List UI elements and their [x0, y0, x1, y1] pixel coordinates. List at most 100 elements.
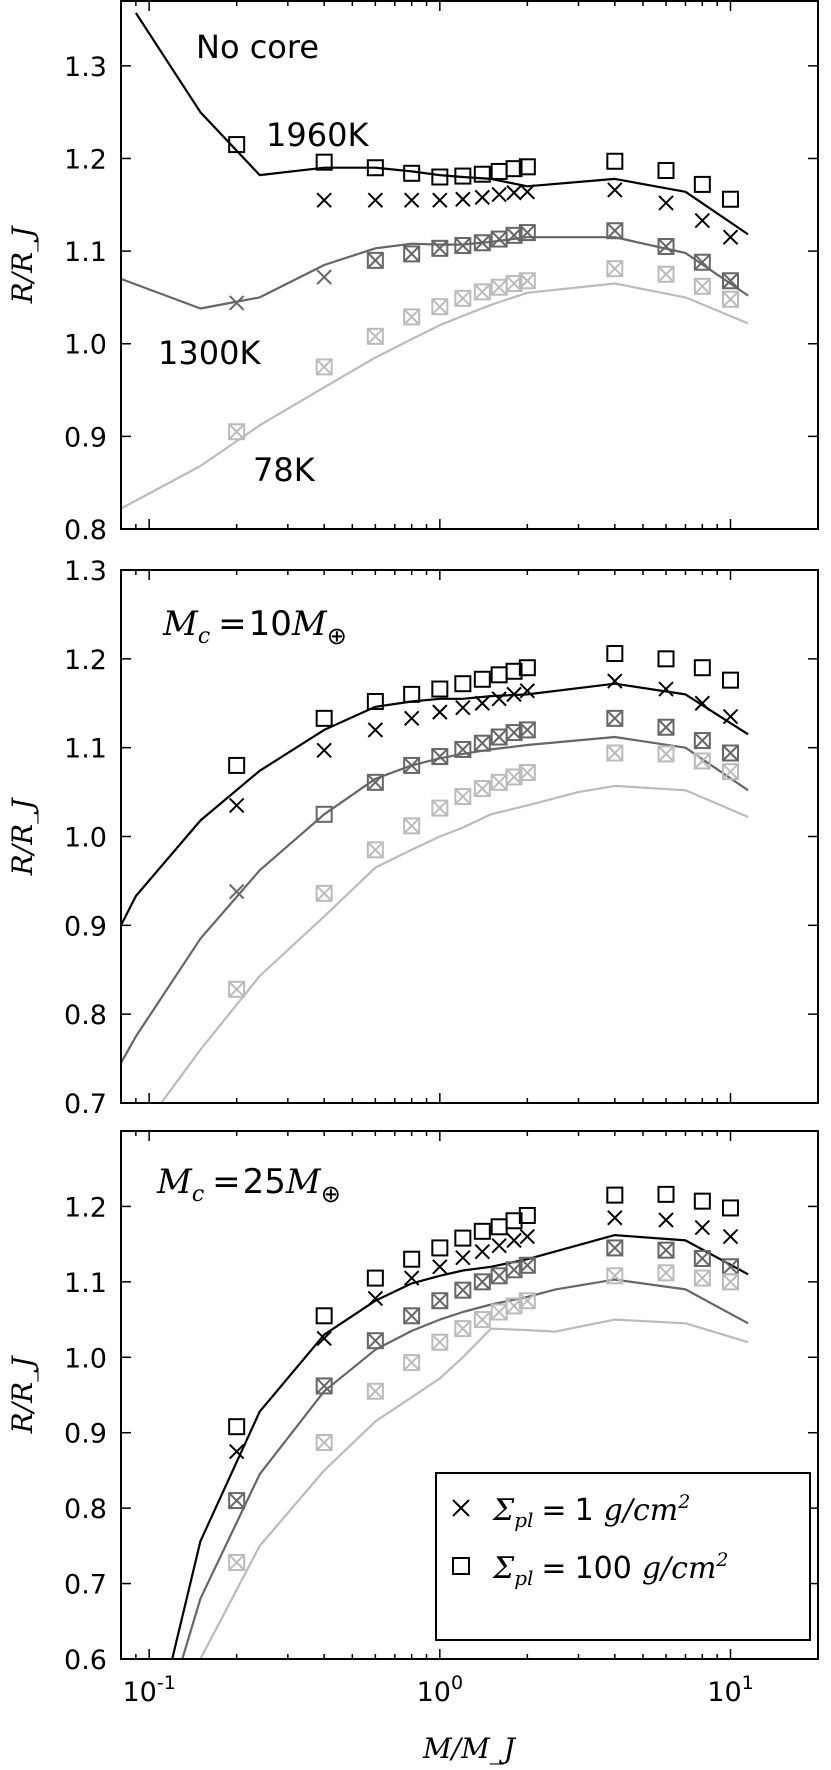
- cross-marker: [506, 1298, 522, 1314]
- model-curve: [134, 12, 749, 236]
- y-tick-label: 0.6: [64, 1645, 107, 1676]
- cross-marker: [367, 1383, 384, 1399]
- cross-marker: [506, 227, 522, 244]
- square-marker: [431, 1333, 449, 1351]
- legend-box: [435, 1472, 811, 1641]
- cross-marker: [519, 764, 536, 781]
- panel-2-ylabel-text: R/R_J: [6, 797, 39, 877]
- legend: Σpl = 1 g/cm2 Σpl = 100 g/cm2: [435, 1472, 811, 1641]
- panel-1-data: [121, 12, 749, 510]
- cross-marker: [228, 1443, 245, 1460]
- cross-marker: [316, 885, 332, 902]
- legend-entry-1: Σpl = 1 g/cm2: [492, 1491, 690, 1532]
- square-marker: [315, 153, 333, 171]
- cross-marker: [367, 842, 384, 858]
- cross-marker: [506, 185, 522, 201]
- panel-2-data: [121, 645, 749, 1103]
- square-marker: [403, 308, 421, 326]
- square-marker: [606, 222, 624, 240]
- square-marker: [473, 1273, 491, 1291]
- square-marker: [722, 763, 740, 781]
- cross-marker: [228, 883, 245, 900]
- cross-marker: [694, 254, 711, 270]
- y-tick-label: 0.9: [64, 911, 107, 942]
- cross-marker: [403, 1354, 420, 1371]
- square-marker: [366, 251, 384, 269]
- cross-marker: [491, 1268, 507, 1284]
- cross-marker: [432, 298, 448, 315]
- square-marker: [693, 732, 711, 750]
- cross-marker: [316, 1434, 332, 1451]
- square-marker: [315, 1377, 333, 1395]
- cross-marker: [491, 279, 507, 295]
- panel-1-ylabel: R/R_J: [6, 225, 39, 305]
- square-marker: [366, 773, 384, 791]
- square-marker: [473, 780, 491, 798]
- y-tick-label: 0.7: [64, 1570, 107, 1601]
- y-tick-label: 0.9: [64, 422, 107, 453]
- panel-2-ticks: [120, 569, 819, 1104]
- square-marker: [473, 1222, 491, 1240]
- cross-marker: [474, 1311, 491, 1328]
- y-tick-label: 0.8: [64, 1000, 107, 1031]
- square-marker: [454, 1281, 472, 1299]
- y-tick-label: 1.1: [64, 1268, 107, 1299]
- square-marker: [454, 1229, 472, 1247]
- cross-marker: [607, 182, 623, 198]
- cross-marker: [432, 1334, 448, 1350]
- cross-marker: [403, 192, 420, 208]
- square-marker: [722, 290, 740, 308]
- square-marker: [490, 162, 508, 180]
- square-marker: [693, 175, 711, 193]
- cross-marker: [519, 1228, 536, 1245]
- y-tick-label: 1.0: [64, 1343, 107, 1374]
- square-marker: [693, 1249, 711, 1267]
- square-marker: [606, 645, 624, 663]
- cross-marker: [607, 1210, 623, 1226]
- panel-1-frame: [120, 0, 819, 530]
- square-marker: [505, 1297, 523, 1315]
- cross-marker: [455, 699, 471, 716]
- square-marker: [228, 423, 246, 441]
- square-marker: [505, 160, 523, 178]
- cross-marker: [403, 1270, 420, 1286]
- square-marker: [403, 817, 421, 835]
- y-tick-label: 1.0: [64, 330, 107, 361]
- square-marker: [366, 159, 384, 177]
- cross-marker: [491, 186, 507, 203]
- square-marker: [366, 692, 384, 710]
- square-marker: [473, 1311, 491, 1329]
- square-marker: [518, 764, 536, 782]
- svg-text:R/R_J: R/R_J: [6, 797, 39, 877]
- square-marker: [403, 245, 421, 263]
- cross-marker: [455, 1282, 471, 1298]
- cross-marker: [607, 673, 623, 689]
- y-tick-label: 1.1: [64, 734, 107, 765]
- square-marker: [431, 168, 449, 186]
- cross-marker: [474, 1274, 491, 1290]
- square-marker: [490, 666, 508, 684]
- square-marker: [431, 748, 449, 766]
- cross-marker: [519, 1257, 536, 1273]
- cross-marker: [474, 235, 491, 251]
- square-marker: [505, 662, 523, 680]
- square-marker: [518, 1292, 536, 1310]
- square-marker: [403, 1307, 421, 1325]
- square-marker: [403, 756, 421, 774]
- cross-marker: [432, 1259, 448, 1275]
- model-curve: [181, 1278, 749, 1659]
- svg-text:R/R_J: R/R_J: [6, 1355, 39, 1435]
- x-tick-labels: 10-1 100 101: [123, 1672, 754, 1708]
- square-marker: [657, 1185, 675, 1203]
- annotation-78k: 78K: [253, 451, 316, 489]
- square-marker: [228, 1492, 246, 1510]
- cross-marker: [519, 722, 536, 738]
- y-tick-label: 1.2: [64, 1192, 107, 1223]
- cross-marker: [658, 1212, 674, 1228]
- cross-marker: [316, 269, 332, 285]
- cross-marker: [474, 189, 491, 206]
- y-tick-label: 1.3: [64, 556, 107, 587]
- square-marker: [505, 1212, 523, 1230]
- square-marker: [657, 650, 675, 668]
- cross-marker: [722, 229, 739, 245]
